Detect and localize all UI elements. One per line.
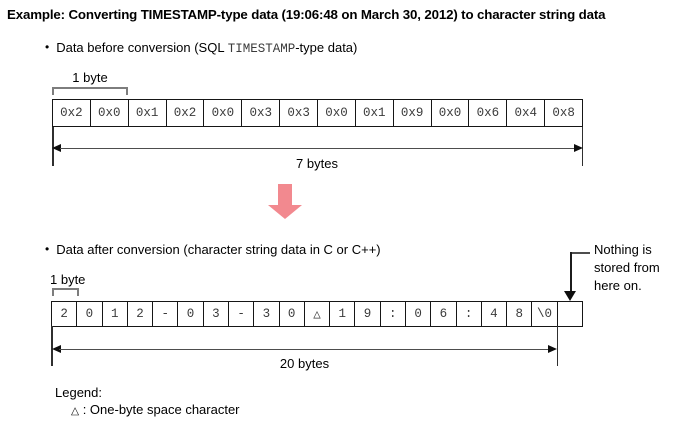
byte-cell: 0x8 [552, 106, 575, 120]
byte-cell: 8 [507, 302, 533, 326]
byte-cell: 2 [128, 302, 154, 326]
byte-cell: 2 [52, 302, 78, 326]
byte-cell: 0x3 [242, 100, 281, 126]
byte-cell: 0x4 [507, 100, 546, 126]
byte-cell: 0x2 [53, 100, 91, 126]
byte-cell: 0x1 [129, 100, 167, 126]
byte-cell [558, 302, 582, 326]
before-span-label: 7 bytes [296, 156, 338, 171]
byte-cell: 0x9 [394, 100, 432, 126]
byte-cell: 0x0 [91, 100, 129, 126]
nothing-stored-note: Nothing is stored from here on. [594, 242, 660, 293]
bullet-icon: • [45, 40, 50, 54]
byte-cell: 0 [178, 302, 204, 326]
byte-cell: 1 [330, 302, 356, 326]
byte-cell: 6 [431, 302, 457, 326]
byte-cell: 1 [103, 302, 128, 326]
bullet-icon: • [45, 242, 50, 256]
byte-cell: - [153, 302, 179, 326]
after-byte-bracket [52, 288, 79, 296]
before-span-arrowhead-left-icon [52, 144, 61, 152]
before-conversion-bullet: • Data before conversion (SQL TIMESTAMP-t… [45, 40, 357, 56]
byte-cell: 3 [254, 302, 280, 326]
before-span-arrow-line [60, 147, 575, 150]
before-bullet-suffix: -type data) [295, 40, 358, 55]
byte-cell: 0x1 [356, 100, 394, 126]
byte-cell: - [229, 302, 255, 326]
timestamp-code-text: TIMESTAMP [227, 42, 296, 56]
table-after-conversion: 2 0 1 2-0 3-3 0 △ 1 9:0 6:4 8 \0 [51, 301, 583, 327]
legend-description: : One-byte space character [82, 402, 240, 417]
after-span-label: 20 bytes [279, 356, 330, 371]
after-span-arrow-line [59, 348, 549, 351]
byte-cell: 0x3 [280, 100, 319, 126]
note-connector-horizontal [570, 252, 590, 254]
legend-heading: Legend: [55, 385, 102, 400]
after-span-arrowhead-left-icon [51, 345, 61, 353]
byte-cell: 0 [280, 302, 305, 326]
before-bullet-prefix: Data before conversion (SQL [56, 40, 228, 55]
byte-cell: 3 [204, 302, 229, 326]
table-before-conversion: 0x2 0x0 0x1 0x2 0x0 0x3 0x3 0x0 0x1 0x9 0x0 0x6 0x4 0… [52, 99, 583, 127]
note-arrowhead-down-icon [564, 291, 577, 301]
byte-cell: 0x0 [204, 100, 243, 126]
before-byte-width-label: 1 byte [72, 70, 108, 85]
diagram-title: Example: Converting TIMESTAMP-type data … [7, 7, 606, 22]
byte-cell: 9 [355, 302, 381, 326]
space-character-symbol: △ [71, 405, 80, 417]
byte-cell: : [381, 302, 406, 326]
after-span-arrowhead-right-icon [548, 345, 557, 353]
byte-cell: 0x0 [318, 100, 356, 126]
legend-item: △ : One-byte space character [71, 402, 240, 417]
conversion-arrow-stem [278, 184, 292, 205]
after-bullet-text: Data after conversion (character string … [56, 242, 381, 257]
note-connector-vertical [570, 252, 572, 292]
byte-cell: 0 [406, 302, 432, 326]
byte-cell: : [457, 302, 482, 326]
after-span-right-guide [556, 326, 558, 366]
before-byte-bracket [52, 87, 128, 95]
byte-cell: 0x6 [469, 100, 508, 126]
byte-cell: 0 [77, 302, 103, 326]
conversion-down-arrow-icon [268, 205, 302, 219]
byte-cell: 4 [482, 302, 508, 326]
after-conversion-bullet: • Data after conversion (character string… [45, 242, 381, 257]
after-byte-width-label: 1 byte [50, 272, 86, 287]
byte-cell: 0x2 [167, 100, 205, 126]
byte-cell: 0x0 [432, 100, 470, 126]
before-span-arrowhead-right-icon [574, 144, 583, 152]
byte-cell: △ [305, 302, 331, 326]
byte-cell: \0 [532, 302, 558, 326]
